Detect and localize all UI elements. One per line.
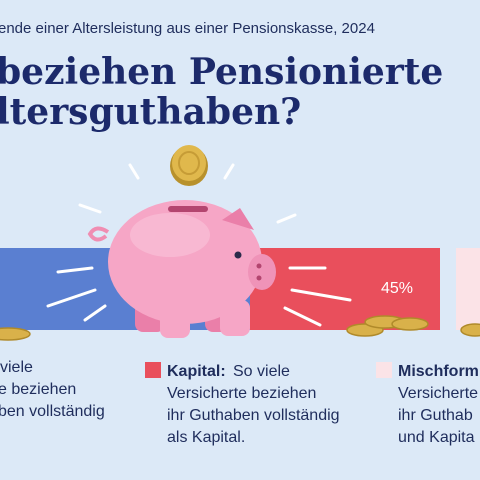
legend-swatch bbox=[376, 362, 392, 378]
legend-text: Versicherte bbox=[398, 385, 478, 402]
legend-text: e beziehen bbox=[0, 381, 76, 398]
legend-text: und Kapita bbox=[398, 429, 475, 446]
legend-text: ihr Guthab bbox=[398, 407, 473, 424]
bar-segment-kapital bbox=[250, 248, 440, 330]
legend-text: Versicherte beziehen bbox=[167, 385, 316, 402]
legend-term: Mischform bbox=[398, 363, 479, 380]
subtitle: ende einer Altersleistung aus einer Pens… bbox=[0, 20, 375, 37]
legend-text: ihr Guthaben vollständig bbox=[167, 407, 340, 424]
bar-segment-mischform bbox=[456, 248, 480, 330]
value-label: 45% bbox=[381, 280, 413, 297]
piggy-bank bbox=[87, 200, 276, 338]
legend-text: als Kapital. bbox=[167, 429, 245, 446]
legend-swatch bbox=[145, 362, 161, 378]
legend-text: viele bbox=[0, 359, 33, 376]
legend-text: ben vollständig bbox=[0, 403, 105, 420]
coins bbox=[0, 315, 480, 341]
legend-term: Kapital: bbox=[167, 363, 226, 380]
coin bbox=[170, 145, 208, 186]
sparkles bbox=[46, 163, 352, 327]
title-line: ltersguthaben? bbox=[0, 91, 301, 133]
legend-text: So viele bbox=[233, 363, 290, 380]
title-line: beziehen Pensionierte bbox=[0, 51, 443, 93]
